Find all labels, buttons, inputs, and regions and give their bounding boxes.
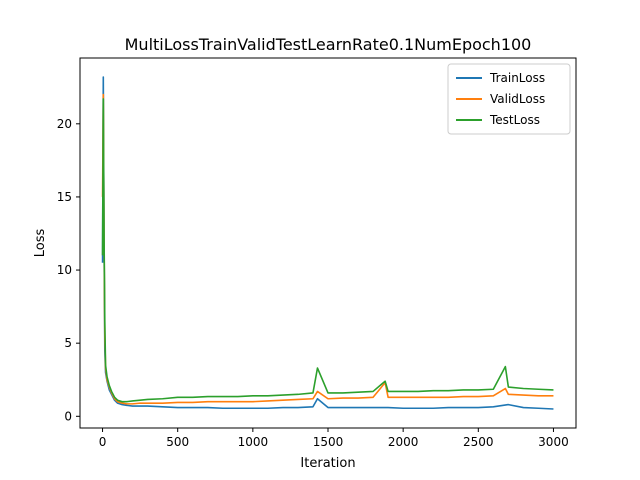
legend-label-trainloss: TrainLoss	[489, 71, 545, 85]
y-tick-label: 10	[57, 263, 72, 277]
x-tick-label: 1500	[313, 435, 344, 449]
legend-label-testloss: TestLoss	[489, 113, 540, 127]
y-axis-label: Loss	[33, 229, 48, 258]
x-tick-label: 3000	[538, 435, 569, 449]
y-tick-label: 15	[57, 190, 72, 204]
x-tick-label: 1000	[238, 435, 269, 449]
x-tick-label: 2000	[388, 435, 419, 449]
x-axis-label: Iteration	[300, 456, 355, 471]
y-tick-label: 5	[64, 336, 72, 350]
legend-label-validloss: ValidLoss	[490, 92, 545, 106]
y-tick-label: 20	[57, 117, 72, 131]
y-tick-label: 0	[64, 409, 72, 423]
x-tick-label: 500	[166, 435, 189, 449]
series-line-testloss	[101, 98, 554, 403]
legend: TrainLoss ValidLoss TestLoss	[447, 63, 571, 135]
chart-title: MultiLossTrainValidTestLearnRate0.1NumEp…	[125, 35, 532, 54]
x-tick-label: 2500	[463, 435, 494, 449]
series-line-validloss	[101, 93, 554, 405]
x-tick-label: 0	[99, 435, 107, 449]
legend-frame	[447, 63, 571, 135]
